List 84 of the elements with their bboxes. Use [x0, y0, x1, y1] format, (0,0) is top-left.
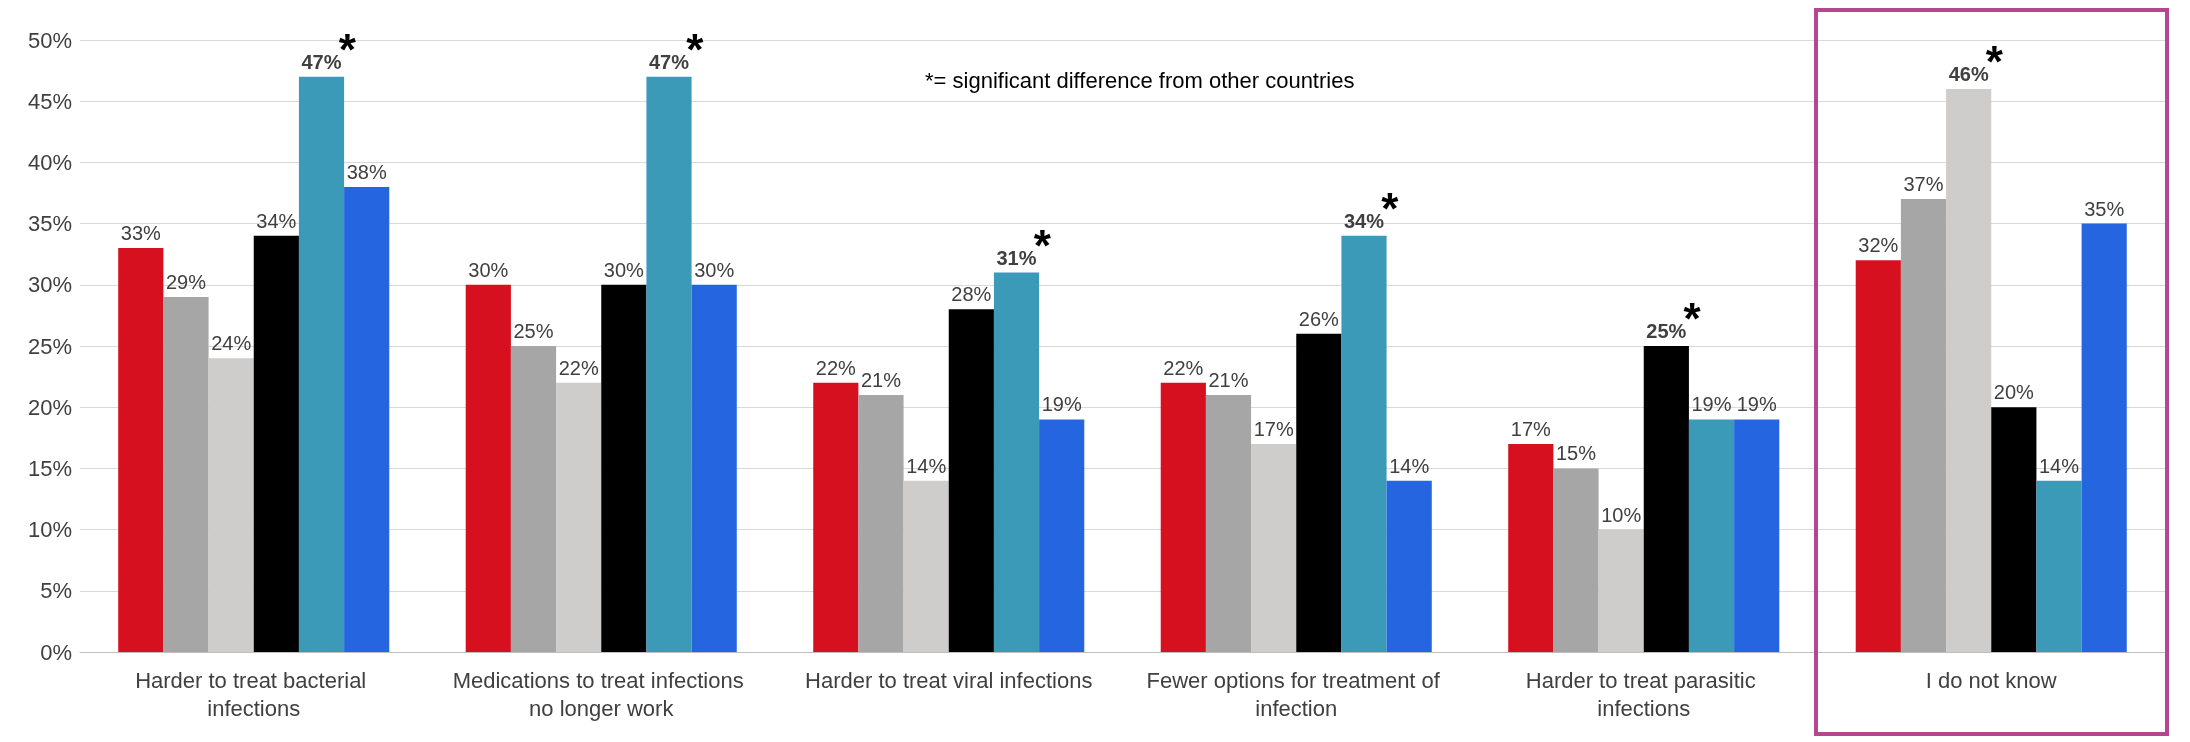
- x-tick-label: Harder to treat viral infections: [805, 667, 1093, 693]
- data-label: 28%: [951, 283, 992, 306]
- y-tick-label: 35%: [27, 211, 72, 237]
- bar: [208, 358, 254, 652]
- data-label: 15%: [1555, 442, 1597, 465]
- data-label: 30%: [468, 258, 509, 281]
- bar: [903, 480, 949, 652]
- bar: [1643, 346, 1689, 652]
- bar: [691, 284, 737, 652]
- bar: [1900, 199, 1947, 652]
- bar: [1251, 443, 1297, 652]
- bar: [993, 272, 1040, 652]
- bar: [646, 76, 692, 652]
- bar: [813, 382, 859, 652]
- y-tick-label: 45%: [27, 88, 72, 114]
- data-label: 10%: [1601, 503, 1642, 526]
- data-label: 29%: [165, 271, 207, 294]
- data-label: 22%: [558, 356, 599, 379]
- data-label: 33%: [120, 222, 162, 245]
- bar: [1598, 529, 1644, 652]
- data-label: 30%: [694, 258, 735, 281]
- bar: [1734, 419, 1780, 652]
- data-label: 34%: [256, 209, 297, 232]
- data-label: 17%: [1253, 417, 1294, 440]
- annotation: *= significant difference from other countries: [925, 68, 1355, 94]
- data-label: 20%: [1993, 381, 2035, 404]
- bar: [118, 248, 164, 652]
- y-tick-label: 0%: [40, 639, 72, 665]
- bar: [601, 284, 647, 652]
- bar: [1991, 407, 2037, 652]
- data-label: 26%: [1298, 307, 1340, 330]
- x-tick-label: I do not know: [1925, 667, 2057, 693]
- bar: [2081, 223, 2127, 652]
- data-label: 21%: [1208, 368, 1249, 391]
- data-label: 19%: [1691, 393, 1732, 416]
- data-label: 38%: [346, 160, 387, 183]
- x-tick-label: Fewer options for treatment of infection: [1146, 667, 1447, 721]
- y-tick-label: 5%: [40, 578, 72, 604]
- data-label: 25%: [513, 320, 554, 342]
- y-tick-label: 50%: [27, 27, 72, 53]
- bar: [1688, 419, 1735, 652]
- bar: [1946, 88, 1992, 652]
- x-tick-label: Medications to treat infections no longer work: [452, 667, 750, 721]
- bar: [1039, 419, 1085, 652]
- bar: [298, 76, 345, 652]
- data-label: 21%: [860, 368, 902, 391]
- y-tick-label: 40%: [27, 149, 72, 175]
- x-tick-label: Harder to treat parasitic infections: [1525, 667, 1762, 721]
- bar: [948, 309, 994, 652]
- data-label: 32%: [1858, 234, 1899, 257]
- data-label: 24%: [211, 332, 252, 355]
- y-tick-label: 30%: [27, 272, 72, 298]
- data-label: 30%: [603, 258, 645, 281]
- y-tick-label: 20%: [27, 394, 72, 420]
- data-label: 35%: [2084, 197, 2125, 220]
- bar: [253, 235, 299, 652]
- y-tick-label: 15%: [27, 455, 72, 481]
- bar: [163, 297, 209, 652]
- bar: [1341, 235, 1387, 652]
- data-label: 19%: [1736, 393, 1777, 416]
- y-tick-label: 25%: [27, 333, 72, 359]
- bar: [344, 186, 390, 652]
- bar: [1205, 394, 1252, 652]
- bar: [1386, 480, 1432, 652]
- bar: [1855, 260, 1901, 652]
- data-label: 22%: [815, 356, 857, 379]
- data-label: 37%: [1903, 173, 1944, 196]
- bar: [1296, 333, 1342, 652]
- bar: [465, 284, 511, 652]
- bar: [858, 394, 904, 652]
- bar: [2036, 480, 2082, 652]
- bar: [556, 382, 602, 652]
- data-label: 19%: [1041, 393, 1082, 416]
- bar: [510, 346, 557, 652]
- data-label: 14%: [1389, 454, 1430, 477]
- bar: [1553, 468, 1599, 652]
- y-tick-label: 10%: [27, 517, 72, 543]
- bar: [1160, 382, 1206, 652]
- data-label: 17%: [1510, 417, 1552, 440]
- bar: [1508, 443, 1554, 652]
- data-label: 14%: [2039, 454, 2080, 477]
- data-label: 22%: [1163, 356, 1204, 379]
- data-label: 14%: [906, 454, 947, 477]
- x-tick-label: Harder to treat bacterial infections: [135, 667, 373, 721]
